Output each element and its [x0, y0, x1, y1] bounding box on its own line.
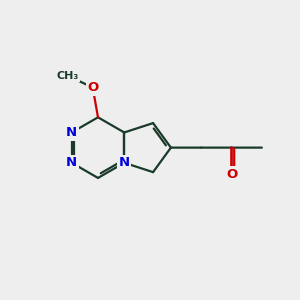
Text: N: N — [66, 156, 77, 169]
Text: N: N — [66, 126, 77, 139]
Text: O: O — [87, 81, 98, 94]
Text: N: N — [119, 156, 130, 169]
Text: CH₃: CH₃ — [57, 71, 79, 81]
Text: O: O — [226, 168, 237, 181]
